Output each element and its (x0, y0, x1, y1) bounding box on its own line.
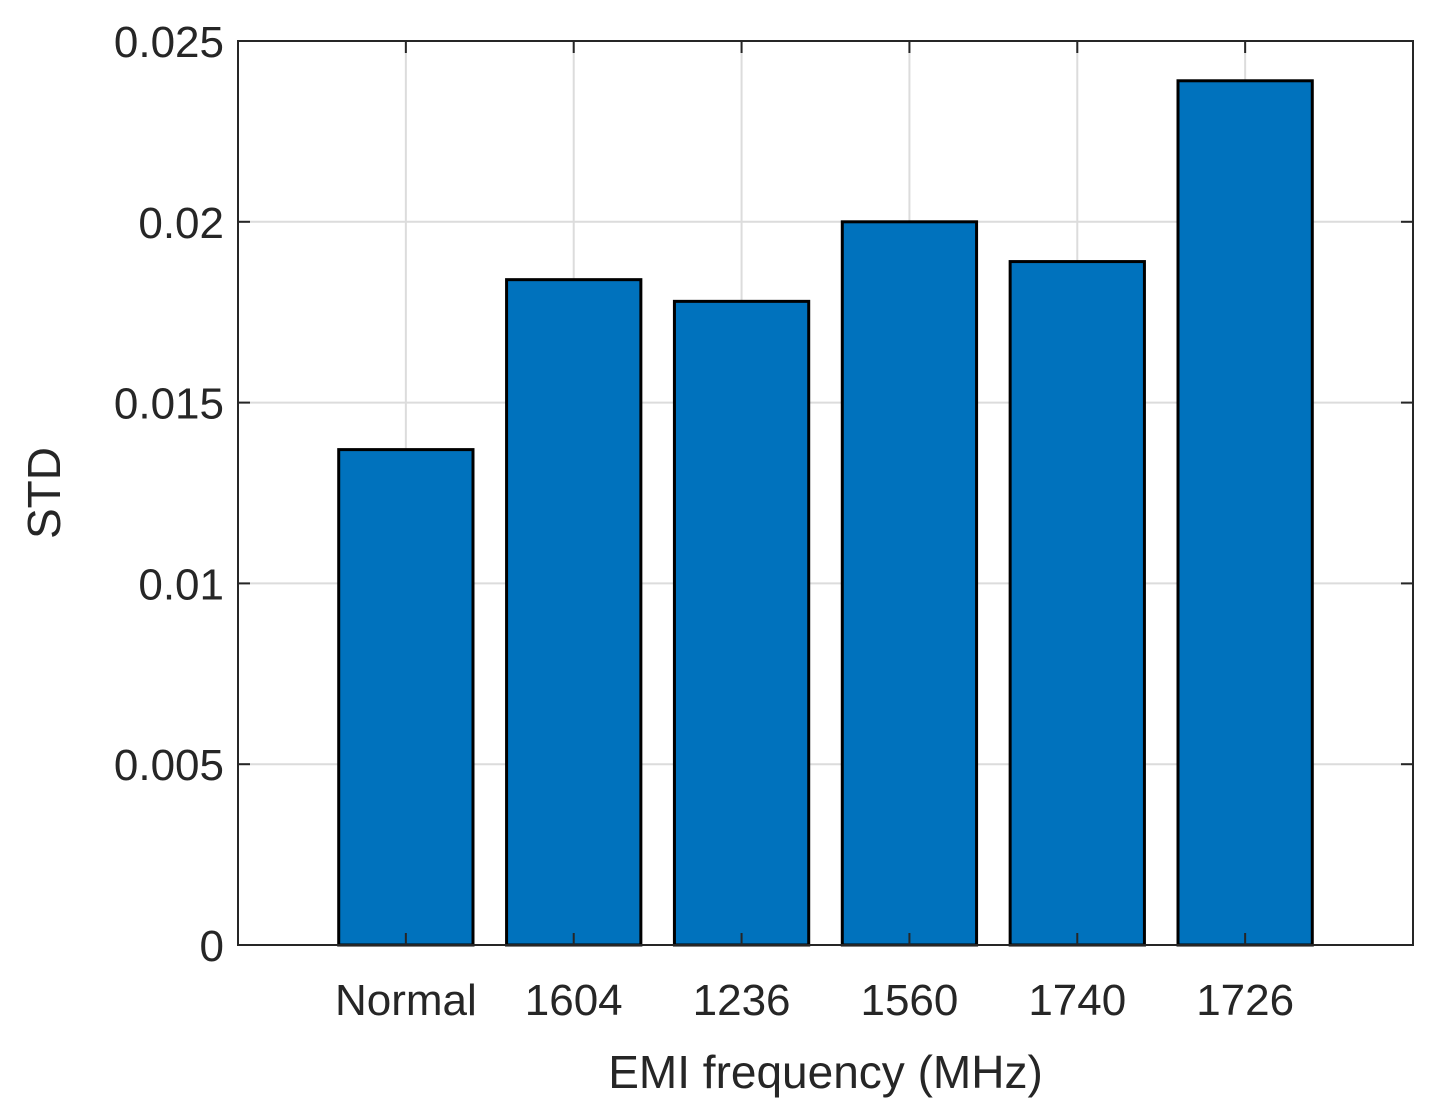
y-tick-label: 0 (200, 922, 224, 971)
y-tick-label: 0.025 (114, 18, 224, 67)
x-tick-labels: Normal 1604 1236 1560 1740 1726 (335, 976, 1294, 1025)
bar-1604 (505, 278, 643, 947)
x-tick-label: 1236 (693, 976, 791, 1025)
bar-1560 (840, 220, 979, 947)
x-tick-label: 1604 (525, 976, 623, 1025)
y-tick-labels: 0 0.005 0.01 0.015 0.02 0.025 (114, 18, 224, 971)
x-tick-label: 1740 (1028, 976, 1126, 1025)
bar-1740 (1008, 260, 1146, 947)
y-tick-label: 0.02 (138, 199, 224, 248)
tick-marks (238, 40, 1413, 946)
x-tick-label: 1560 (860, 976, 958, 1025)
x-tick-label: Normal (335, 976, 477, 1025)
bar-1726 (1176, 79, 1314, 947)
x-axis-title: EMI frequency (MHz) (608, 1046, 1043, 1098)
y-axis-title: STD (18, 447, 70, 539)
bar-1236 (672, 299, 811, 947)
x-tick-label: 1726 (1196, 976, 1294, 1025)
bar-normal (337, 448, 475, 947)
y-tick-label: 0.015 (114, 380, 224, 429)
y-tick-label: 0.005 (114, 741, 224, 790)
plot-frame (237, 40, 1414, 946)
y-tick-label: 0.01 (138, 560, 224, 609)
bars (337, 79, 1314, 947)
